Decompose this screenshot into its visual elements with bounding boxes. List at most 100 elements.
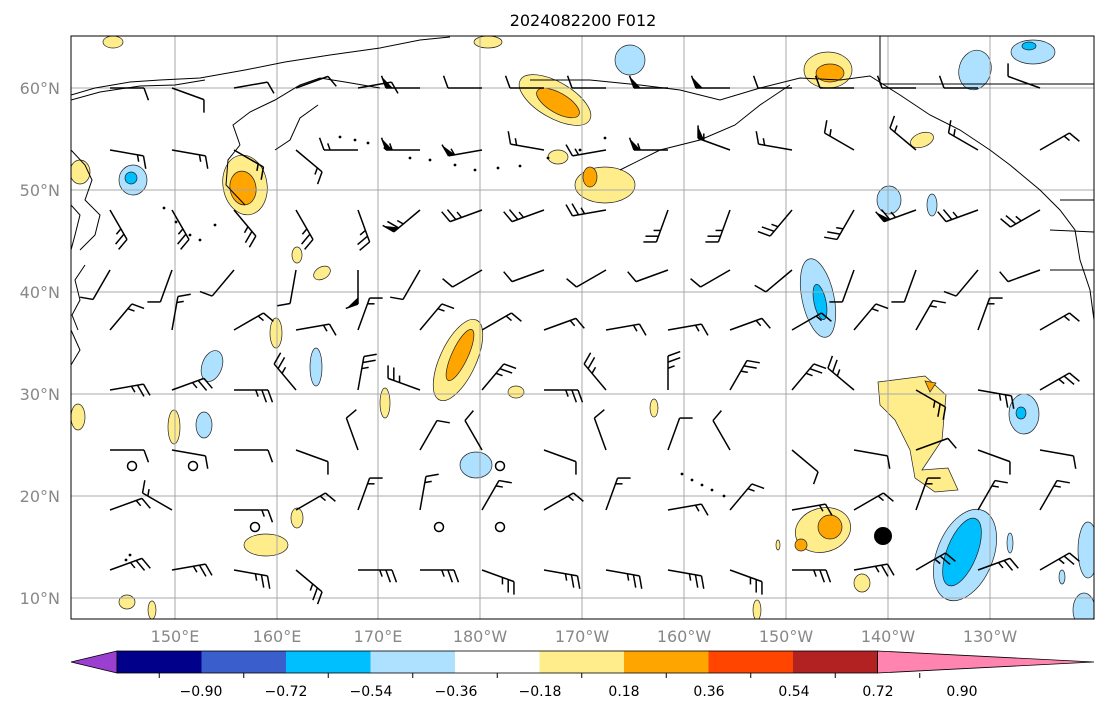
wind-barb-feather xyxy=(304,238,314,250)
wind-barb-shaft xyxy=(543,449,577,463)
island xyxy=(428,158,432,162)
wind-barb-shaft xyxy=(903,269,917,303)
coastline xyxy=(619,84,791,171)
island xyxy=(124,558,128,562)
wind-barb-feather xyxy=(391,569,398,583)
wind-barb-feather xyxy=(632,574,637,588)
wind-barb-feather xyxy=(127,307,135,312)
colorbar-tick-label: −0.54 xyxy=(350,684,393,700)
positive-anomaly xyxy=(794,538,808,552)
wind-barb-shaft xyxy=(511,269,545,283)
wind-barb-feather xyxy=(1056,479,1070,484)
wind-barb-feather xyxy=(880,564,889,577)
wind-barb-feather xyxy=(1009,557,1019,569)
lon-label: 160°W xyxy=(657,627,712,646)
positive-anomaly xyxy=(752,599,762,619)
wind-barb-feather xyxy=(135,559,146,571)
calm-wind-circle xyxy=(494,460,506,472)
wind-barb-feather xyxy=(1053,485,1061,488)
wind-barb-feather xyxy=(390,296,404,301)
wind-barb-feather xyxy=(281,366,287,374)
lat-label: 30°N xyxy=(20,385,60,404)
positive-anomaly xyxy=(877,375,959,493)
calm-wind-circle xyxy=(494,521,506,533)
island xyxy=(213,223,217,227)
wind-barb-feather xyxy=(243,226,249,234)
negative-anomaly xyxy=(876,185,902,215)
wind-barb-shaft xyxy=(791,449,819,473)
wind-barb-feather xyxy=(889,115,896,129)
wind-barb-pennant xyxy=(381,138,393,150)
wind-barb-feather xyxy=(141,480,146,494)
wind-barb-feather xyxy=(1068,552,1080,562)
wind-barb-feather xyxy=(312,587,319,601)
wind-barb-feather xyxy=(836,226,844,230)
positive-anomaly xyxy=(167,409,181,445)
positive-anomaly xyxy=(853,573,871,593)
wind-barb-feather xyxy=(818,504,824,512)
colorbar-cell xyxy=(793,651,878,673)
wind-barb-shaft xyxy=(1039,449,1074,457)
wind-barb-feather xyxy=(446,209,457,221)
wind-barb-feather xyxy=(177,228,184,235)
wind-barb-feather xyxy=(495,485,503,488)
wind-barb-feather xyxy=(825,569,832,583)
wind-barb-feather xyxy=(805,372,813,377)
wind-barb-feather xyxy=(823,120,828,134)
wind-barb-shaft xyxy=(171,449,206,457)
storm-center-marker xyxy=(874,527,892,545)
wind-barb-feather xyxy=(743,365,757,369)
wind-barb-feather xyxy=(1068,132,1080,142)
wind-barb-pennant xyxy=(691,76,703,88)
wind-barb-feather xyxy=(115,228,122,235)
wind-barb-feather xyxy=(882,492,894,502)
wind-barb-feather xyxy=(812,471,819,485)
wind-barb-shaft xyxy=(977,449,1011,463)
wind-barb-shaft xyxy=(667,417,681,451)
wind-barb-feather xyxy=(953,129,956,137)
wind-barb-feather xyxy=(267,509,274,523)
wind-barb-feather xyxy=(991,485,999,488)
wind-barb-feather xyxy=(327,143,331,151)
map-frame xyxy=(70,35,1095,620)
wind-barb-feather xyxy=(198,154,202,162)
wind-barb-pennant xyxy=(629,76,641,88)
wind-barb-feather xyxy=(260,166,265,180)
wind-barb-feather xyxy=(261,389,268,403)
coastline xyxy=(71,36,451,96)
wind-barb-feather xyxy=(143,87,150,101)
wind-barb-feather xyxy=(204,563,213,576)
positive-anomaly xyxy=(817,514,843,540)
wind-barb-feather xyxy=(130,385,136,393)
coastline xyxy=(71,79,206,101)
wind-barb-feather xyxy=(507,131,512,145)
wind-barb-shaft xyxy=(211,269,235,297)
wind-barb-feather xyxy=(942,406,947,420)
wind-barb-feather xyxy=(147,489,150,497)
positive-anomaly xyxy=(582,166,598,188)
colorbar-extend-low xyxy=(70,650,118,674)
wind-barb-feather xyxy=(387,220,400,229)
island xyxy=(518,164,522,168)
storm-markers xyxy=(874,527,892,545)
wind-barb-feather xyxy=(1010,395,1015,409)
wind-barb-feather xyxy=(667,356,681,363)
wind-barb-feather xyxy=(890,211,897,218)
island xyxy=(473,168,477,172)
longitude-labels: 150°E 160°E 170°E 180°W 170°W 160°W 150°… xyxy=(151,627,1018,646)
wind-barb-shaft xyxy=(765,269,793,293)
island xyxy=(353,138,357,142)
wind-barb-feather xyxy=(751,483,765,490)
negative-anomaly xyxy=(1021,41,1037,51)
wind-barb-feather xyxy=(999,271,1009,283)
wind-barb-feather xyxy=(1072,455,1077,469)
wind-barb-shaft xyxy=(841,269,855,303)
coastline xyxy=(1049,199,1094,271)
wind-barb-feather xyxy=(813,363,827,370)
wind-barb-feather xyxy=(142,383,151,396)
colorbar-cell xyxy=(708,651,794,673)
coastline xyxy=(530,77,841,101)
negative-anomaly xyxy=(614,44,646,76)
wind-barb-shaft xyxy=(295,75,329,89)
colorbar-cells xyxy=(70,650,1095,674)
